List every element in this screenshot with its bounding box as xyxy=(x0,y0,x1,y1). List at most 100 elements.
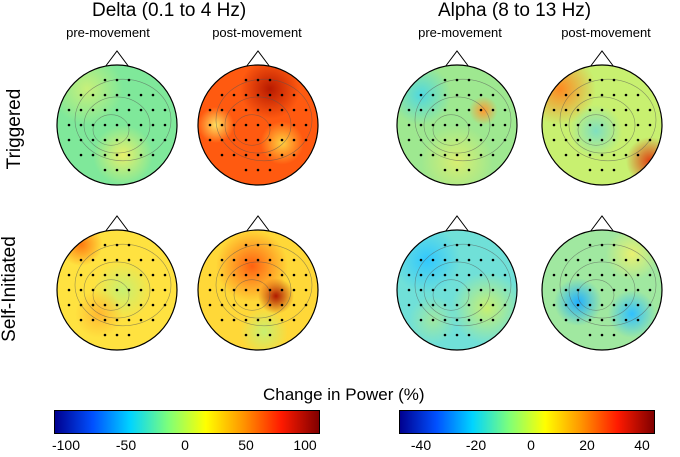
electrode-dot xyxy=(479,123,483,127)
electrode-dot xyxy=(479,108,483,112)
electrode-dot xyxy=(624,318,628,322)
electrode-dot xyxy=(280,273,284,277)
electrode-dot xyxy=(419,258,423,262)
electrode-dot xyxy=(648,138,652,142)
electrode-dot xyxy=(467,258,471,262)
electrode-dot xyxy=(588,123,592,127)
electrode-dot xyxy=(455,258,459,262)
electrode-dot xyxy=(115,273,119,277)
electrode-dot xyxy=(443,123,447,127)
electrode-dot xyxy=(91,108,95,112)
electrode-dot xyxy=(292,93,296,97)
electrode-dot xyxy=(91,153,95,157)
electrode-dot xyxy=(612,318,616,322)
electrode-dot xyxy=(648,123,652,127)
electrode-dot xyxy=(304,273,308,277)
electrode-dot xyxy=(636,153,640,157)
electrode-dot xyxy=(268,273,272,277)
electrode-dot xyxy=(208,273,212,277)
electrode-dot xyxy=(467,108,471,112)
alpha-tick-label: -40 xyxy=(410,437,432,453)
electrode-dot xyxy=(232,318,236,322)
electrode-dot xyxy=(576,318,580,322)
electrode-dot xyxy=(232,108,236,112)
electrode-dot xyxy=(139,318,143,322)
electrode-dot xyxy=(280,123,284,127)
electrode-dot xyxy=(67,273,71,277)
electrode-dot xyxy=(91,123,95,127)
electrode-dot xyxy=(503,108,507,112)
electrode-dot xyxy=(256,243,260,247)
electrode-dot xyxy=(220,318,224,322)
electrode-dot xyxy=(479,303,483,307)
electrode-dot xyxy=(455,153,459,157)
head-map-alpha-self-post xyxy=(541,215,663,351)
nose-marker xyxy=(104,50,130,68)
electrode-dot xyxy=(208,138,212,142)
electrode-dot xyxy=(256,108,260,112)
electrode-dot xyxy=(491,273,495,277)
electrode-dot xyxy=(79,93,83,97)
electrode-dot xyxy=(467,168,471,172)
electrode-dot xyxy=(479,288,483,292)
electrode-dot xyxy=(407,108,411,112)
electrode-dot xyxy=(79,123,83,127)
electrode-dot xyxy=(648,108,652,112)
electrode-dot xyxy=(91,258,95,262)
electrode-dot xyxy=(103,258,107,262)
electrode-dot xyxy=(600,123,604,127)
electrode-dot xyxy=(636,288,640,292)
delta-tick-label: -50 xyxy=(115,437,137,453)
electrode-dot xyxy=(600,333,604,337)
head-map-delta-self-pre xyxy=(56,215,178,351)
electrode-dot xyxy=(103,288,107,292)
electrode-dot xyxy=(564,123,568,127)
alpha-colorbar xyxy=(399,410,655,434)
electrode-dot xyxy=(163,108,167,112)
electrode-dot xyxy=(139,108,143,112)
electrode-dot xyxy=(612,93,616,97)
electrode-dot xyxy=(419,108,423,112)
alpha-pre-movement-label: pre-movement xyxy=(418,25,502,40)
electrode-dot xyxy=(292,138,296,142)
nose-marker xyxy=(245,50,271,68)
electrode-dot xyxy=(280,153,284,157)
electrode-dot xyxy=(91,138,95,142)
electrode-dot xyxy=(600,288,604,292)
electrode-dot xyxy=(151,123,155,127)
electrode-dot xyxy=(232,258,236,262)
electrode-dot xyxy=(268,333,272,337)
electrode-dot xyxy=(79,258,83,262)
head-map-alpha-triggered-pre xyxy=(396,50,518,186)
electrode-dot xyxy=(443,318,447,322)
electrode-dot xyxy=(127,138,131,142)
electrode-dot xyxy=(455,123,459,127)
electrode-dot xyxy=(268,138,272,142)
electrode-dot xyxy=(624,123,628,127)
electrode-dot xyxy=(244,318,248,322)
electrode-dot xyxy=(268,288,272,292)
electrode-dot xyxy=(244,243,248,247)
electrode-dot xyxy=(103,108,107,112)
electrode-dot xyxy=(443,303,447,307)
electrode-dot xyxy=(103,243,107,247)
electrode-dot xyxy=(588,303,592,307)
electrode-dot xyxy=(268,258,272,262)
electrode-dot xyxy=(455,288,459,292)
electrode-dot xyxy=(244,153,248,157)
electrode-dot xyxy=(564,318,568,322)
electrode-dot xyxy=(139,123,143,127)
electrode-dot xyxy=(127,288,131,292)
electrode-dot xyxy=(479,273,483,277)
electrode-dot xyxy=(407,273,411,277)
head-outline xyxy=(56,229,178,351)
electrode-dot xyxy=(636,303,640,307)
electrode-dot xyxy=(455,303,459,307)
electrode-dot xyxy=(103,138,107,142)
electrode-dot xyxy=(600,318,604,322)
electrode-dot xyxy=(467,243,471,247)
electrode-dot xyxy=(431,138,435,142)
electrode-dot xyxy=(612,273,616,277)
electrode-dot xyxy=(624,108,628,112)
electrode-dot xyxy=(503,288,507,292)
